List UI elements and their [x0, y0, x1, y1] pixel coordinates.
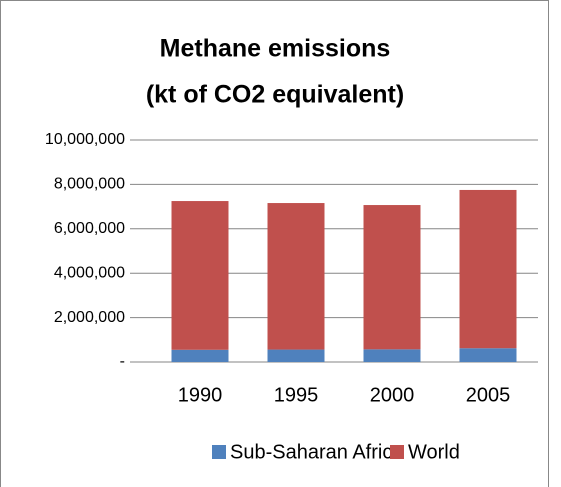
bar-segment	[363, 205, 421, 350]
x-tick-label: 2000	[370, 384, 415, 406]
bar-segment	[267, 203, 325, 350]
y-tick-label: 4,000,000	[54, 264, 125, 281]
x-tick-label: 1995	[274, 384, 319, 406]
chart-title: (kt of CO2 equivalent)	[146, 81, 404, 109]
bar-segment	[171, 201, 229, 350]
legend-label: World	[408, 441, 460, 463]
y-tick-label: 8,000,000	[54, 176, 125, 193]
x-tick-label: 1990	[178, 384, 223, 406]
y-tick-label: -	[120, 353, 125, 370]
bar-segment	[171, 349, 229, 362]
legend-swatch	[212, 445, 226, 459]
legend-swatch	[390, 445, 404, 459]
bar-segment	[459, 348, 517, 362]
bar-segment	[459, 189, 517, 349]
y-tick-label: 6,000,000	[54, 220, 125, 237]
bar-segment	[363, 349, 421, 362]
x-tick-label: 2005	[466, 384, 511, 406]
chart-title: Methane emissions	[160, 35, 391, 63]
y-tick-label: 10,000,000	[45, 131, 125, 148]
legend-label: Sub-Saharan Africa	[230, 441, 404, 463]
y-tick-label: 2,000,000	[54, 309, 125, 326]
bar-segment	[267, 349, 325, 362]
